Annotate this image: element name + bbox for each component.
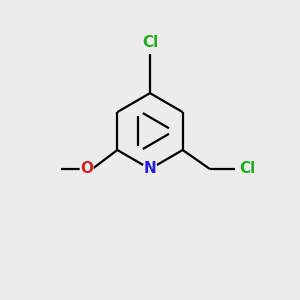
Circle shape <box>143 162 157 176</box>
Circle shape <box>80 163 93 176</box>
Text: O: O <box>80 161 93 176</box>
Text: N: N <box>144 161 156 176</box>
Text: Cl: Cl <box>239 161 255 176</box>
Text: Cl: Cl <box>142 35 158 50</box>
